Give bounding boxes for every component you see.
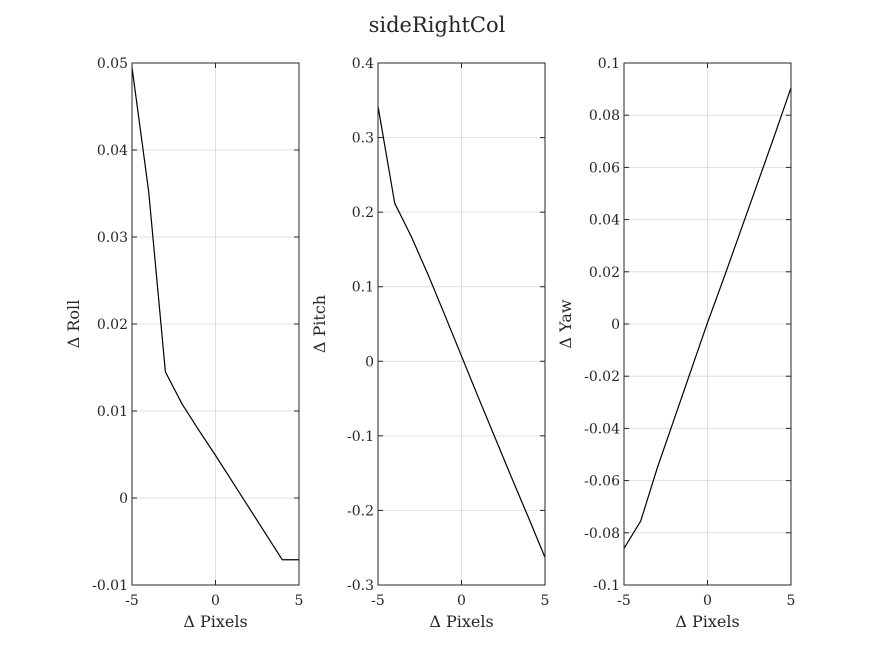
roll-xtick-label: -5 — [125, 593, 139, 609]
yaw-xtick-label: 5 — [787, 593, 796, 609]
yaw-ytick-label: -0.08 — [584, 526, 620, 542]
yaw-ytick-label: 0.04 — [589, 213, 620, 229]
roll-ytick-label: 0.04 — [97, 143, 128, 159]
pitch-xtick-label: 0 — [457, 593, 466, 609]
pitch-ytick-label: 0.1 — [352, 280, 374, 296]
pitch-ytick-label: 0.4 — [352, 56, 374, 72]
subplot-pitch: -5 0 5 -0.3 -0.2 -0.1 0 0.1 0.2 0.3 0.4 Δ Pixels Δ P… — [310, 56, 549, 631]
roll-ytick-label: 0.01 — [97, 404, 128, 420]
yaw-xtick-label: 0 — [703, 593, 712, 609]
yaw-series-line — [624, 87, 791, 549]
pitch-ytick-label: -0.3 — [347, 578, 374, 594]
yaw-ytick-label: -0.02 — [584, 369, 620, 385]
yaw-ytick-label: -0.06 — [584, 474, 620, 490]
roll-ytick-label: 0.03 — [97, 230, 128, 246]
yaw-ytick-label: 0.08 — [589, 108, 620, 124]
roll-ytick-label: -0.01 — [92, 578, 128, 594]
yaw-xtick-label: -5 — [617, 593, 631, 609]
pitch-xtick-label: 5 — [541, 593, 550, 609]
pitch-xlabel: Δ Pixels — [429, 612, 493, 631]
roll-ylabel: Δ Roll — [64, 300, 83, 349]
subplot-roll: -5 0 5 -0.01 0 0.01 0.02 0.03 0.04 0.05 Δ Pixels Δ … — [64, 56, 303, 631]
pitch-ytick-label: 0.3 — [352, 131, 374, 147]
yaw-ytick-label: 0 — [611, 317, 620, 333]
yaw-ytick-label: -0.1 — [593, 578, 620, 594]
pitch-ytick-label: 0 — [365, 354, 374, 370]
yaw-ylabel: Δ Yaw — [556, 299, 575, 349]
yaw-ytick-label: 0.06 — [589, 160, 620, 176]
roll-xtick-label: 0 — [211, 593, 220, 609]
roll-series-line — [132, 67, 299, 561]
pitch-ylabel: Δ Pitch — [310, 295, 329, 353]
pitch-xtick-label: -5 — [371, 593, 385, 609]
yaw-ytick-label: -0.04 — [584, 421, 620, 437]
pitch-ytick-label: 0.2 — [352, 205, 374, 221]
roll-ytick-label: 0.02 — [97, 317, 128, 333]
subplot-panels: -5 0 5 -0.01 0 0.01 0.02 0.03 0.04 0.05 Δ Pixels Δ … — [64, 56, 795, 631]
yaw-ytick-label: 0.1 — [598, 56, 620, 72]
roll-ytick-label: 0.05 — [97, 56, 128, 72]
figure-title: sideRightCol — [369, 13, 506, 37]
subplot-yaw: -5 0 5 -0.1 -0.08 -0.06 -0.04 -0.02 0 0.02 0.04 0.0… — [556, 56, 795, 631]
roll-ytick-label: 0 — [119, 491, 128, 507]
pitch-series-line — [378, 106, 545, 558]
roll-xlabel: Δ Pixels — [183, 612, 247, 631]
pitch-ytick-label: -0.1 — [347, 429, 374, 445]
yaw-xlabel: Δ Pixels — [675, 612, 739, 631]
yaw-ytick-label: 0.02 — [589, 265, 620, 281]
roll-xtick-label: 5 — [295, 593, 304, 609]
pitch-ytick-label: -0.2 — [347, 503, 374, 519]
